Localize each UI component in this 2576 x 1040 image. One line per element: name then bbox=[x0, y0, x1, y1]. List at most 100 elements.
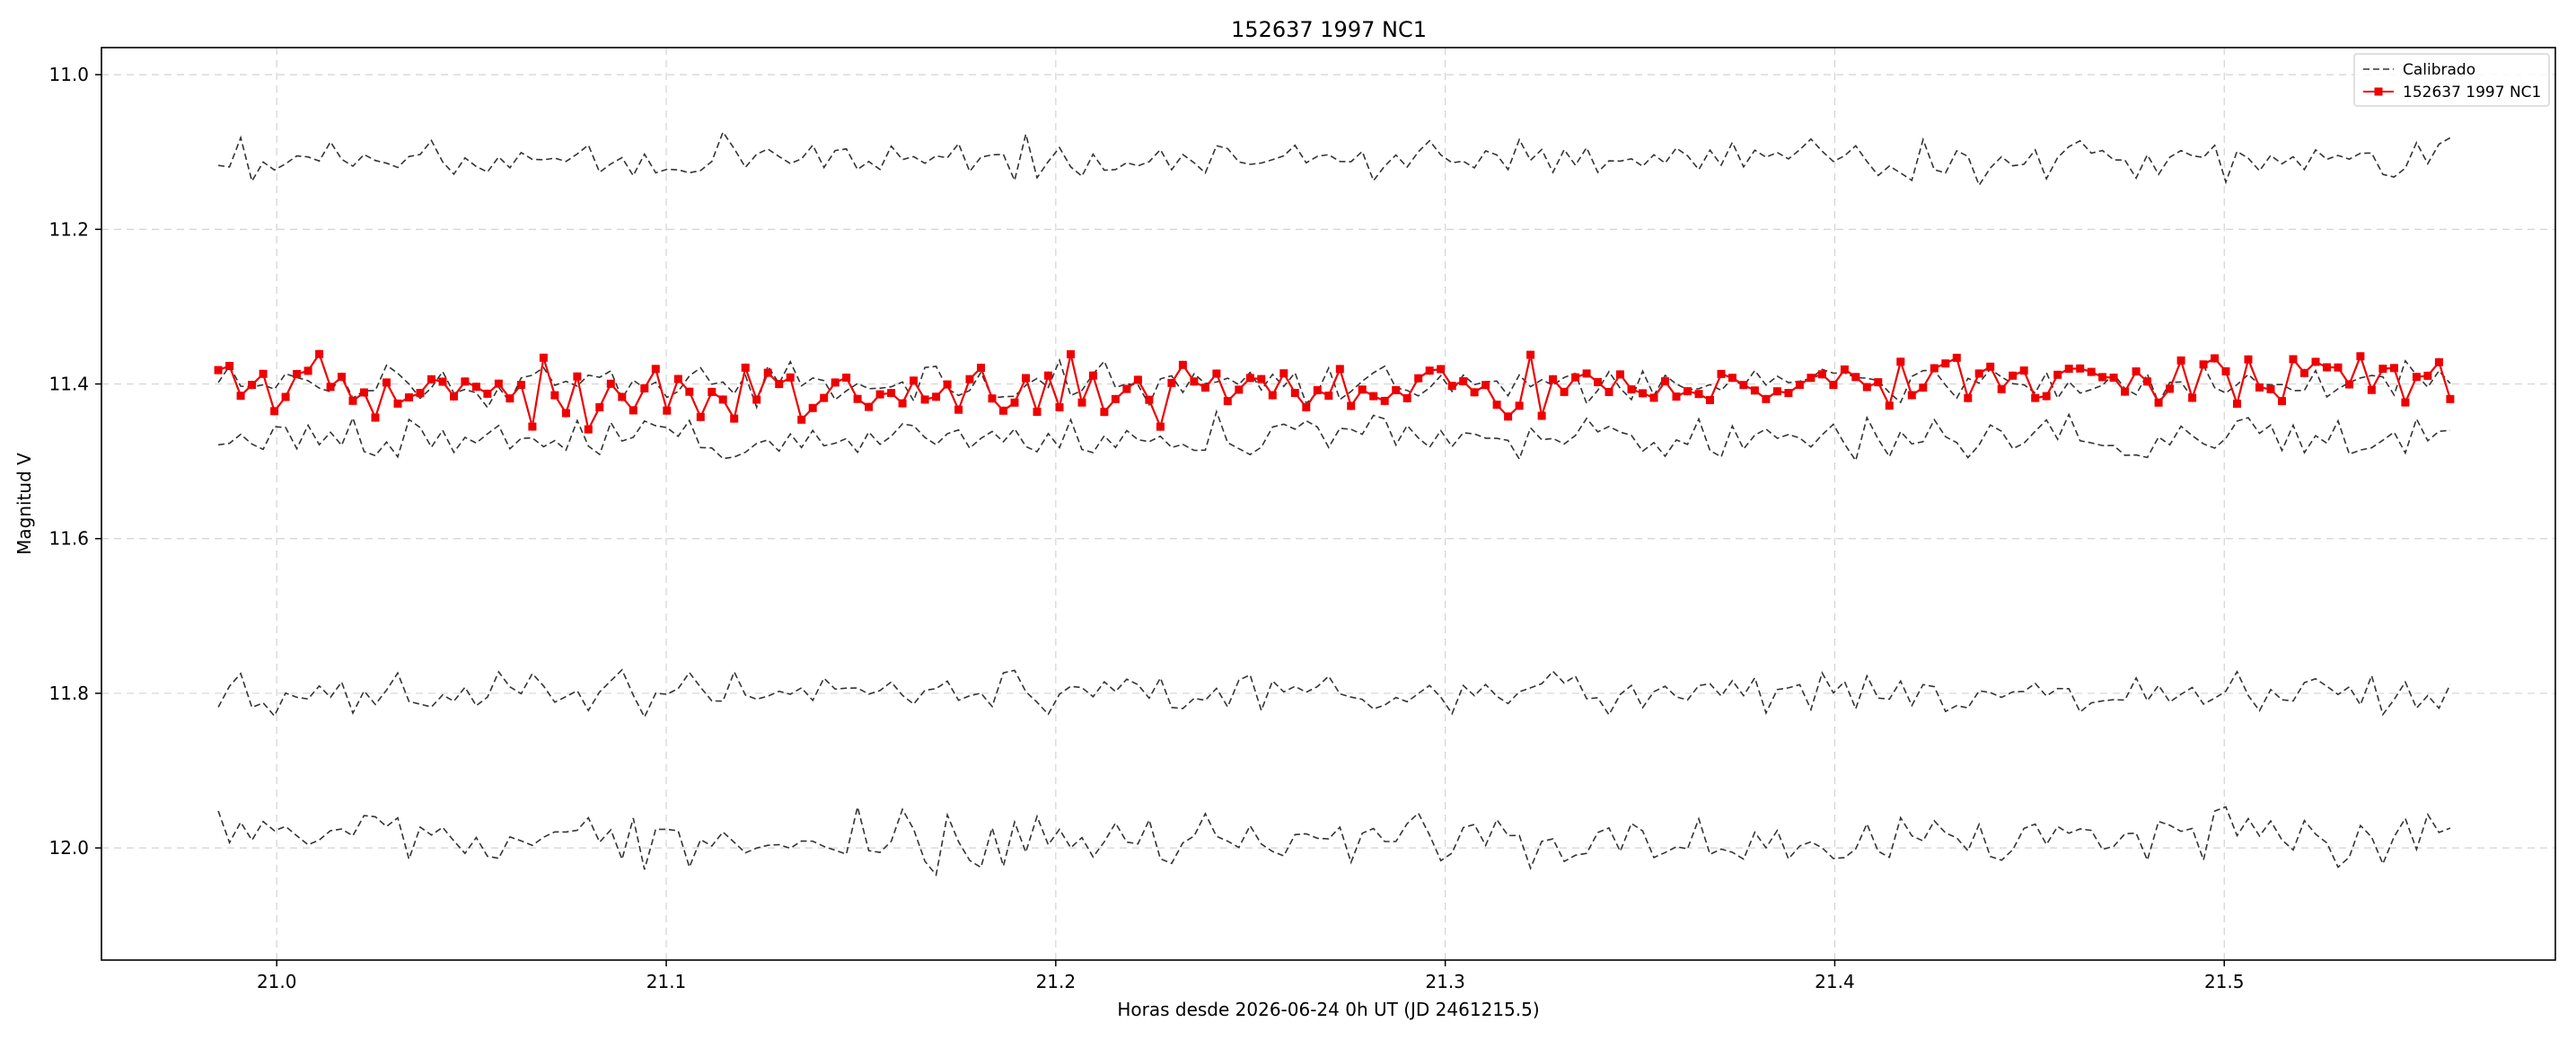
data-point-target bbox=[1358, 385, 1367, 394]
data-point-target bbox=[2278, 397, 2286, 406]
data-point-target bbox=[2154, 398, 2163, 407]
data-point-target bbox=[584, 425, 593, 434]
data-point-target bbox=[943, 380, 952, 389]
data-point-target bbox=[2446, 394, 2455, 403]
data-point-target bbox=[416, 389, 425, 398]
data-point-target bbox=[2098, 373, 2107, 382]
data-point-target bbox=[1526, 350, 1535, 359]
data-point-target bbox=[1447, 382, 1456, 391]
data-point-target bbox=[865, 402, 874, 411]
data-point-target bbox=[1807, 374, 1816, 383]
data-point-target bbox=[281, 392, 290, 401]
data-point-target bbox=[1941, 359, 1950, 368]
data-point-target bbox=[1380, 396, 1389, 405]
data-point-target bbox=[831, 378, 840, 387]
data-point-target bbox=[2401, 398, 2410, 407]
data-point-target bbox=[1055, 403, 1064, 411]
legend-box bbox=[2353, 53, 2550, 107]
data-point-target bbox=[2121, 387, 2130, 396]
data-point-target bbox=[315, 349, 324, 358]
chart-title: 152637 1997 NC1 bbox=[1231, 17, 1427, 42]
data-point-target bbox=[438, 377, 447, 386]
data-point-target bbox=[1313, 386, 1322, 394]
data-point-target bbox=[1829, 381, 1838, 390]
y-tick-label: 11.6 bbox=[48, 528, 89, 550]
data-point-target bbox=[1672, 392, 1681, 401]
data-point-target bbox=[248, 381, 257, 390]
data-point-target bbox=[1605, 388, 1613, 396]
data-point-target bbox=[977, 364, 985, 372]
data-point-target bbox=[1728, 374, 1736, 383]
data-point-target bbox=[2076, 364, 2085, 373]
data-point-target bbox=[1862, 383, 1871, 392]
data-point-target bbox=[1033, 408, 1042, 416]
data-point-target bbox=[1324, 392, 1333, 401]
data-point-target bbox=[673, 375, 682, 383]
data-point-target bbox=[1077, 398, 1086, 407]
data-point-target bbox=[516, 381, 525, 390]
data-point-target bbox=[2199, 360, 2208, 369]
data-point-target bbox=[2019, 366, 2028, 375]
data-point-target bbox=[1750, 386, 1759, 395]
data-point-target bbox=[1504, 412, 1513, 421]
data-point-target bbox=[2367, 385, 2376, 394]
data-point-target bbox=[1582, 369, 1591, 378]
y-tick-label: 11.4 bbox=[48, 374, 89, 395]
data-point-target bbox=[1437, 365, 1446, 374]
x-axis-title: Horas desde 2026-06-24 0h UT (JD 2461215… bbox=[1117, 999, 1539, 1020]
data-point-target bbox=[2300, 368, 2308, 377]
data-point-target bbox=[1649, 393, 1658, 402]
data-point-target bbox=[1694, 390, 1703, 399]
data-point-target bbox=[1627, 385, 1636, 394]
data-point-target bbox=[1335, 365, 1344, 374]
data-point-target bbox=[1717, 369, 1726, 378]
data-point-target bbox=[932, 392, 941, 401]
data-point-target bbox=[2031, 393, 2040, 402]
data-point-target bbox=[808, 403, 817, 412]
data-point-target bbox=[1178, 360, 1187, 369]
grid bbox=[101, 48, 2555, 960]
data-point-target bbox=[1347, 401, 1356, 410]
data-point-target bbox=[1616, 370, 1624, 379]
data-point-target bbox=[606, 379, 615, 388]
data-point-target bbox=[1851, 373, 1860, 382]
data-point-target bbox=[550, 391, 559, 400]
data-point-target bbox=[741, 363, 750, 372]
legend: Calibrado 152637 1997 NC1 bbox=[2353, 53, 2550, 107]
data-point-target bbox=[1088, 371, 1097, 380]
data-point-target bbox=[920, 395, 929, 404]
data-point-target bbox=[1706, 396, 1714, 404]
data-point-target bbox=[1022, 374, 1030, 383]
data-point-target bbox=[1369, 392, 1378, 401]
data-point-target bbox=[2412, 373, 2421, 382]
data-point-target bbox=[360, 388, 368, 397]
data-point-target bbox=[651, 365, 660, 374]
data-point-target bbox=[1044, 371, 1052, 380]
data-point-target bbox=[1997, 384, 2006, 393]
data-point-target bbox=[1974, 369, 1983, 378]
data-point-target bbox=[2009, 371, 2018, 380]
data-point-target bbox=[1223, 397, 1232, 406]
data-point-target bbox=[236, 392, 245, 401]
data-point-target bbox=[1772, 387, 1781, 396]
data-point-target bbox=[348, 396, 357, 405]
data-point-target bbox=[1425, 366, 1434, 375]
data-point-target bbox=[1122, 384, 1131, 393]
data-point-target bbox=[2166, 384, 2175, 393]
data-point-target bbox=[1290, 389, 1299, 397]
data-point-target bbox=[2087, 367, 2096, 376]
data-point-target bbox=[1762, 394, 1771, 403]
x-tick-label: 21.1 bbox=[646, 971, 687, 992]
data-point-target bbox=[820, 393, 829, 402]
data-point-target bbox=[1817, 370, 1826, 379]
series-line-comparison-0 bbox=[217, 130, 2451, 187]
data-point-target bbox=[1684, 387, 1692, 396]
data-point-target bbox=[1964, 393, 1973, 402]
data-point-target bbox=[2266, 384, 2275, 393]
data-point-target bbox=[2311, 357, 2320, 366]
data-point-target bbox=[1268, 391, 1277, 400]
data-point-target bbox=[371, 413, 380, 422]
data-point-target bbox=[2434, 357, 2443, 366]
data-point-target bbox=[663, 406, 672, 415]
